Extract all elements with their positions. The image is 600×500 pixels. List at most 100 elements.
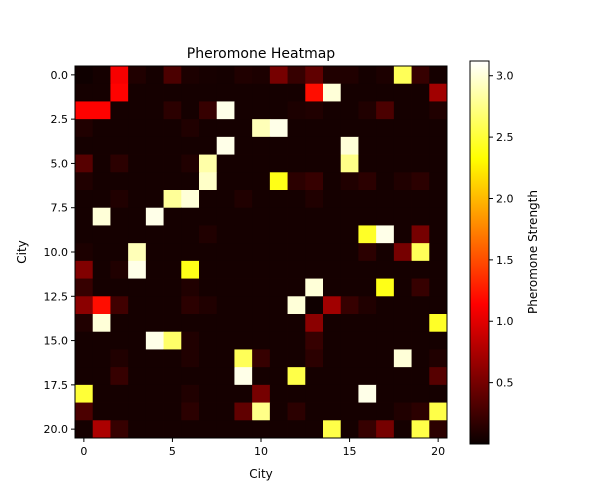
heatmap-cell xyxy=(145,225,164,244)
colorbar-tick-label: 2.5 xyxy=(496,131,514,144)
heatmap-cell xyxy=(376,119,395,138)
heatmap-cell xyxy=(110,83,129,102)
heatmap-cell xyxy=(234,66,253,85)
heatmap-cell xyxy=(429,384,448,403)
colorbar-tick-label: 0.5 xyxy=(496,377,514,390)
heatmap-cell xyxy=(92,172,111,191)
heatmap-cell xyxy=(75,420,94,439)
heatmap-cell xyxy=(234,367,253,386)
heatmap-cell xyxy=(199,172,218,191)
heatmap-cell xyxy=(287,136,306,155)
heatmap-cell xyxy=(128,83,147,102)
heatmap-cell xyxy=(269,136,288,155)
heatmap-cell xyxy=(110,136,129,155)
heatmap-cell xyxy=(128,207,147,226)
heatmap-cell xyxy=(145,119,164,138)
heatmap-cell xyxy=(128,349,147,368)
heatmap-cell xyxy=(252,367,271,386)
heatmap-cell xyxy=(75,260,94,279)
heatmap-cell xyxy=(234,260,253,279)
heatmap-cell xyxy=(376,349,395,368)
heatmap-cell xyxy=(305,367,324,386)
heatmap-cell xyxy=(269,154,288,173)
heatmap-cell xyxy=(163,243,182,262)
heatmap-cell xyxy=(323,349,342,368)
heatmap-cell xyxy=(252,384,271,403)
heatmap-cell xyxy=(145,349,164,368)
heatmap-cell xyxy=(252,349,271,368)
heatmap-cell xyxy=(163,420,182,439)
x-tick-label: 0 xyxy=(80,445,87,458)
heatmap-cell xyxy=(411,154,430,173)
heatmap-cell xyxy=(92,384,111,403)
x-tick-label: 15 xyxy=(343,445,357,458)
heatmap-cell xyxy=(340,136,359,155)
heatmap-cell xyxy=(181,420,200,439)
heatmap-cell xyxy=(75,367,94,386)
heatmap-cell xyxy=(181,190,200,209)
heatmap-cell xyxy=(145,384,164,403)
heatmap-cell xyxy=(269,367,288,386)
heatmap-cell xyxy=(411,66,430,85)
heatmap-cell xyxy=(287,384,306,403)
heatmap-cell xyxy=(128,101,147,120)
y-tick-label: 10.0 xyxy=(44,246,69,259)
heatmap-cell xyxy=(393,154,412,173)
heatmap-cell xyxy=(216,119,235,138)
heatmap-cell xyxy=(429,83,448,102)
heatmap-cell xyxy=(234,119,253,138)
y-axis-label: City xyxy=(15,240,29,264)
heatmap-cell xyxy=(199,119,218,138)
heatmap-cell xyxy=(75,83,94,102)
heatmap-cell xyxy=(269,190,288,209)
heatmap-cell xyxy=(376,314,395,333)
heatmap-cell xyxy=(269,349,288,368)
heatmap-cell xyxy=(75,243,94,262)
heatmap-cell xyxy=(145,331,164,350)
heatmap-cell xyxy=(199,101,218,120)
heatmap-cell xyxy=(411,243,430,262)
heatmap-cell xyxy=(305,402,324,421)
heatmap-cell xyxy=(75,136,94,155)
heatmap-cell xyxy=(287,119,306,138)
heatmap-cell xyxy=(199,296,218,315)
heatmap-cell xyxy=(411,420,430,439)
heatmap-cell xyxy=(234,136,253,155)
heatmap-cell xyxy=(216,420,235,439)
x-tick-label: 5 xyxy=(169,445,176,458)
colorbar-tick-label: 3.0 xyxy=(496,70,514,83)
heatmap-cell xyxy=(75,154,94,173)
heatmap-cell xyxy=(376,172,395,191)
heatmap-cell xyxy=(92,66,111,85)
heatmap-cell xyxy=(305,243,324,262)
heatmap-cell xyxy=(305,260,324,279)
heatmap-cell xyxy=(234,225,253,244)
y-tick-label: 2.5 xyxy=(51,113,69,126)
heatmap-cell xyxy=(411,101,430,120)
heatmap-cell xyxy=(216,402,235,421)
heatmap-cell xyxy=(163,83,182,102)
heatmap-cell xyxy=(234,190,253,209)
heatmap-cell xyxy=(287,172,306,191)
heatmap-cell xyxy=(411,119,430,138)
heatmap-cell xyxy=(92,225,111,244)
heatmap-cell xyxy=(163,66,182,85)
heatmap-cell xyxy=(287,367,306,386)
heatmap-cell xyxy=(269,172,288,191)
heatmap-cell xyxy=(358,367,377,386)
heatmap-cell xyxy=(181,119,200,138)
heatmap-cell xyxy=(287,207,306,226)
heatmap-cell xyxy=(234,172,253,191)
heatmap-cell xyxy=(287,278,306,297)
colorbar-frame xyxy=(469,60,490,445)
heatmap-cell xyxy=(110,66,129,85)
heatmap-cell xyxy=(305,420,324,439)
heatmap-cell xyxy=(75,331,94,350)
heatmap-cell xyxy=(411,314,430,333)
heatmap-cell xyxy=(323,207,342,226)
heatmap-cell xyxy=(163,296,182,315)
heatmap-cell xyxy=(216,207,235,226)
heatmap-cell xyxy=(252,119,271,138)
heatmap-cell xyxy=(323,402,342,421)
heatmap-cell xyxy=(323,278,342,297)
